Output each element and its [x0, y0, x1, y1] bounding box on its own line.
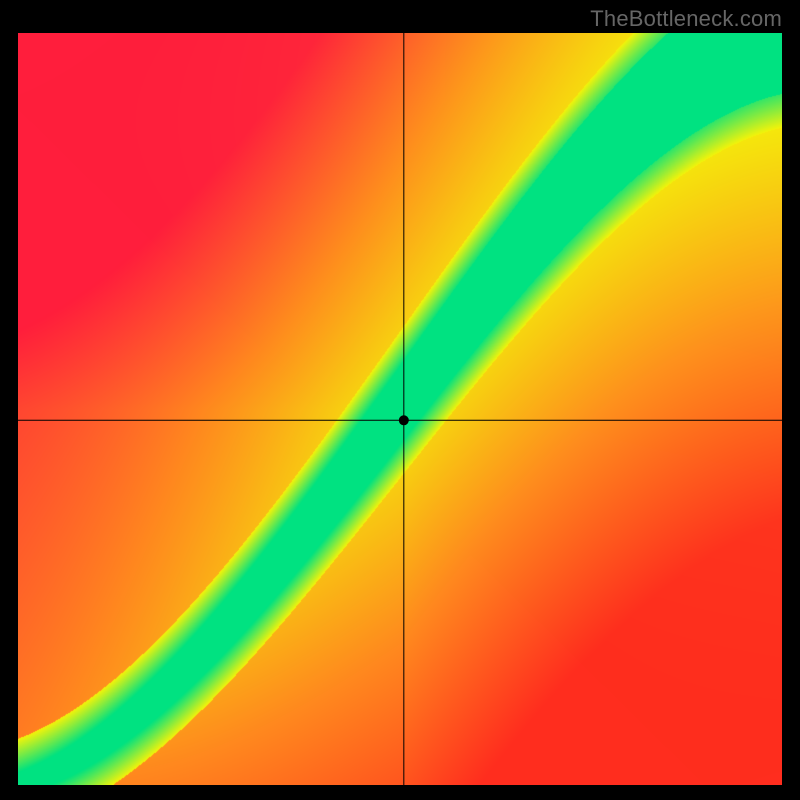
bottleneck-heatmap: [18, 33, 782, 785]
heatmap-canvas: [18, 33, 782, 785]
watermark-text: TheBottleneck.com: [590, 6, 782, 32]
